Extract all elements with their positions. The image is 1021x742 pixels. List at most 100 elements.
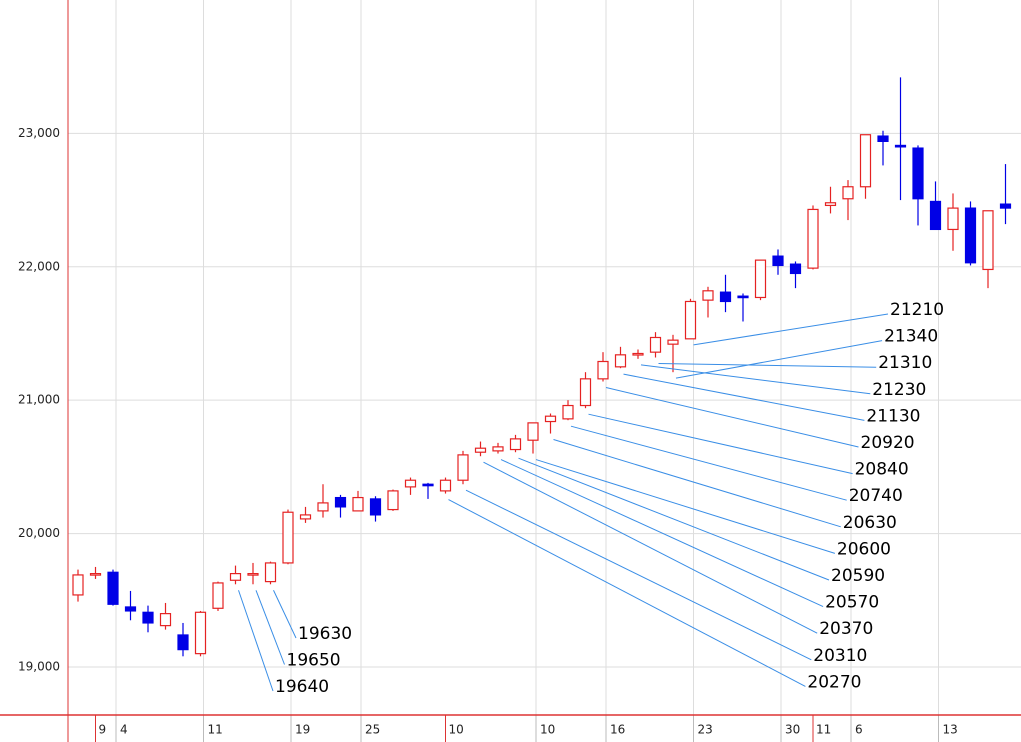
candle-body [894,144,907,148]
annotation-label: 20600 [837,539,891,559]
annotation-line [605,387,859,448]
candle-body [369,498,382,516]
candle-body [142,611,154,624]
candle-body [422,483,434,487]
candle-body [334,496,347,508]
candle-body [474,447,487,453]
annotation-line [675,340,883,379]
candle-body [299,514,312,520]
candle-body [772,255,784,267]
candle-body [562,404,574,420]
annotation-line [693,313,889,346]
annotation-label: 20590 [831,566,885,586]
candle-body [667,339,679,345]
candle-body [352,496,364,512]
candle-body [982,210,994,271]
candle-body [964,207,977,264]
candle-body [439,479,452,492]
candle-body [212,582,224,609]
candle-body [509,438,522,451]
candle-body [842,186,854,200]
annotation-line [640,364,871,395]
candle-body [89,573,102,576]
candle-body [824,202,837,207]
x-tick-label: 23 [698,723,713,737]
candle-body [684,300,697,340]
candle-body [999,203,1012,209]
y-tick-label: 20,000 [18,526,60,540]
candle-body [614,354,627,368]
y-tick-label: 21,000 [18,393,60,407]
annotation-line [483,461,818,634]
annotation-label: 20570 [825,593,879,613]
x-tick-label: 30 [785,723,800,737]
candle-body [789,263,802,275]
candle-body [247,573,259,576]
annotation-label: 19650 [287,651,341,671]
annotation-label: 21130 [866,406,920,426]
candle-body [159,613,172,627]
annotation-line [518,457,830,581]
candle-body [859,134,872,188]
annotation-label: 20310 [813,646,867,666]
month-label: 10 [449,723,464,737]
candle-body [737,295,749,299]
annotation-line [255,590,285,665]
annotation-line [623,373,865,421]
candle-body [912,147,924,200]
y-tick-label: 23,000 [18,126,60,140]
candle-body [107,571,119,605]
candle-body [317,502,329,512]
annotation-line [535,459,836,554]
annotation-line [658,363,877,368]
annotation-line [553,439,841,528]
candle-body [719,291,732,303]
x-tick-label: 25 [365,723,380,737]
candle-body [72,574,84,596]
candle-body [264,562,277,583]
annotation-line [273,590,297,639]
annotation-label: 21210 [890,300,944,320]
candle-body [754,259,767,299]
month-label: 9 [99,723,107,737]
candle-body [492,446,504,452]
candle-body [597,360,609,380]
annotation-label: 21340 [884,327,938,347]
candle-body [632,352,644,356]
x-tick-label: 6 [855,723,863,737]
x-tick-label: 16 [610,723,625,737]
candle-body [194,611,207,655]
annotation-label: 20840 [855,460,909,480]
candle-body [947,207,959,231]
x-tick-label: 11 [208,723,223,737]
annotation-line [500,459,824,608]
candle-body [124,606,137,612]
annotation-line [588,413,853,475]
candle-body [387,490,399,511]
annotation-label: 20370 [819,619,873,639]
candle-body [702,290,714,301]
annotation-line [465,489,812,661]
annotation-label: 19630 [298,624,352,644]
candle-body [649,336,662,353]
candle-body [527,422,539,441]
annotation-label: 19640 [275,677,329,697]
candle-body [877,135,889,142]
annotation-label: 20740 [849,486,903,506]
annotation-line [238,590,274,692]
y-tick-label: 22,000 [18,259,60,273]
annotation-label: 20920 [861,433,915,453]
candle-body [177,634,189,651]
candle-body [929,200,942,231]
y-tick-label: 19,000 [18,659,60,673]
annotation-line [448,499,806,687]
candle-body [229,573,242,581]
candle-body [457,454,469,481]
candle-body [807,208,819,269]
x-tick-label: 10 [540,723,555,737]
candle-body [282,511,294,564]
candle-body [544,415,557,423]
candle-body [404,479,417,488]
annotation-label: 21310 [878,353,932,373]
